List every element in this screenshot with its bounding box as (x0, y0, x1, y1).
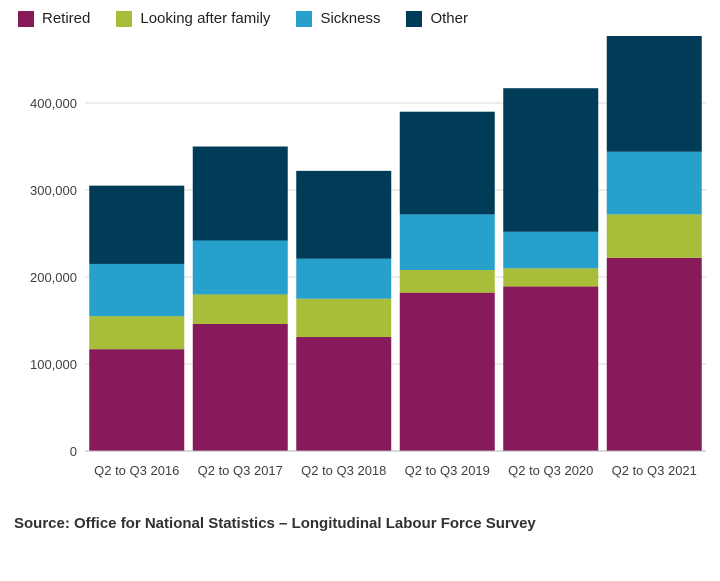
legend-item-1: Looking after family (116, 10, 270, 27)
x-tick-label: Q2 to Q3 2017 (198, 463, 283, 478)
bar-segment-sickness (606, 151, 702, 215)
legend-item-2: Sickness (296, 10, 380, 27)
legend-item-3: Other (406, 10, 468, 27)
bar-segment-retired (192, 323, 288, 451)
y-tick-label: 300,000 (30, 183, 77, 198)
bar-segment-other (399, 111, 495, 215)
legend: Retired Looking after family Sickness Other (0, 0, 720, 31)
legend-swatch-icon (18, 10, 34, 27)
legend-swatch-icon (116, 10, 133, 27)
bar-segment-other (503, 88, 599, 232)
bar-segment-looking-after-family (503, 268, 599, 287)
bar-segment-looking-after-family (89, 316, 185, 350)
bar-segment-retired (89, 349, 185, 451)
bar-segment-other (606, 36, 702, 152)
x-tick-label: Q2 to Q3 2021 (612, 463, 697, 478)
y-tick-label: 0 (70, 444, 77, 459)
y-tick-label: 200,000 (30, 270, 77, 285)
bar-segment-retired (399, 292, 495, 451)
bar-segment-sickness (89, 263, 185, 317)
bar-segment-retired (296, 337, 392, 451)
legend-swatch-icon (296, 10, 313, 27)
bar-segment-retired (503, 286, 599, 451)
chart-svg: 0 100,000 200,000 300,000 400,000 Q2 to Q3 20… (30, 36, 706, 478)
chart-area: 0 100,000 200,000 300,000 400,000 Q2 to Q3 20… (0, 31, 720, 501)
bar-segment-retired (606, 257, 702, 451)
bar-segment-looking-after-family (296, 298, 392, 338)
bar-segment-other (192, 146, 288, 241)
x-tick-label: Q2 to Q3 2018 (301, 463, 386, 478)
bar-segment-sickness (192, 240, 288, 295)
legend-item-0: Retired (18, 10, 90, 27)
x-tick-label: Q2 to Q3 2016 (94, 463, 179, 478)
bar-segment-sickness (399, 214, 495, 271)
bar-segment-other (296, 170, 392, 259)
legend-label: Looking after family (140, 10, 271, 27)
legend-label: Retired (42, 10, 91, 27)
y-tick-label: 100,000 (30, 357, 77, 372)
y-tick-label: 400,000 (30, 96, 77, 111)
bar-segment-sickness (503, 231, 599, 269)
legend-label: Other (430, 10, 468, 27)
bar-segment-looking-after-family (192, 294, 288, 324)
bar-segment-other (89, 185, 185, 264)
x-tick-label: Q2 to Q3 2020 (508, 463, 593, 478)
x-tick-label: Q2 to Q3 2019 (405, 463, 490, 478)
source-text: Source: Office for National Statistics –… (14, 515, 536, 532)
bar-segment-looking-after-family (606, 214, 702, 258)
legend-swatch-icon (406, 10, 423, 27)
bar-segment-sickness (296, 258, 392, 299)
legend-label: Sickness (320, 10, 381, 27)
bar-segment-looking-after-family (399, 270, 495, 293)
